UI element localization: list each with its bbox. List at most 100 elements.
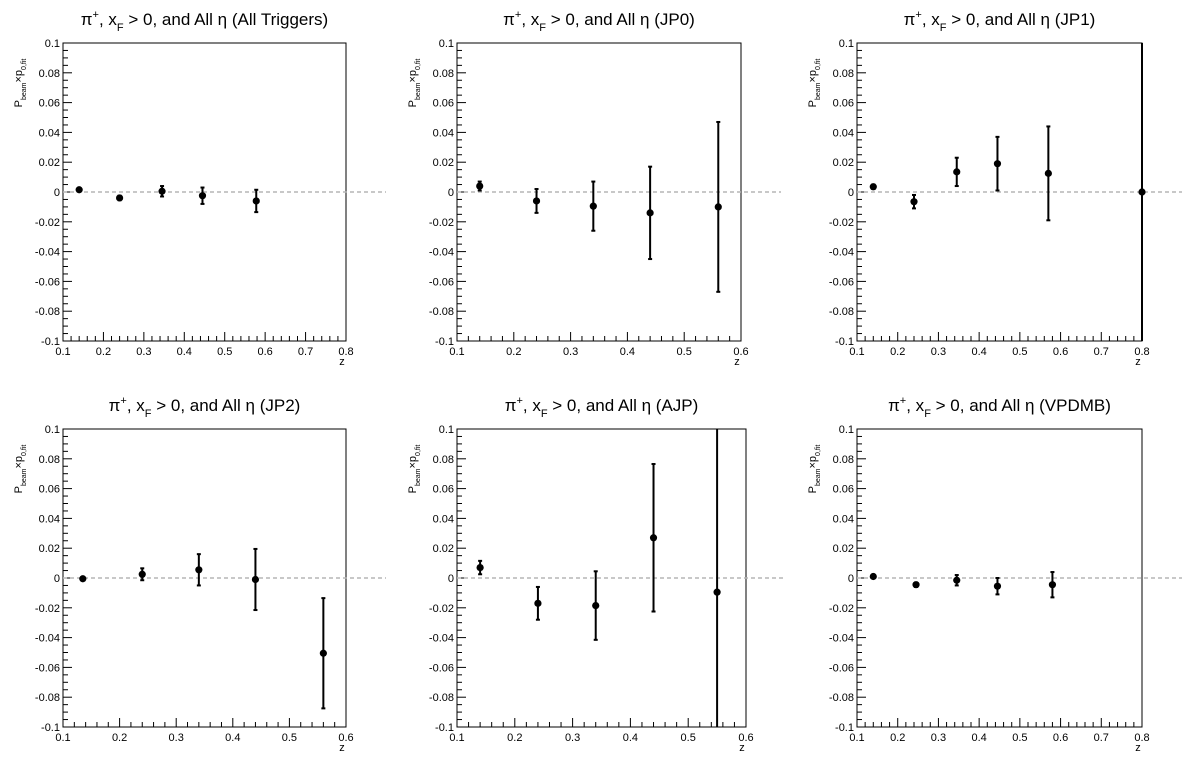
y-tick-label: 0.1 [439,424,454,436]
title-mid: , x [922,10,940,29]
x-axis-label: z [734,356,740,368]
y-tick-label: -0.1 [835,336,854,348]
title-prefix: π [109,396,121,415]
y-axis-label: Pbeam×p0,fit [807,445,822,494]
ylabel-main: P [13,100,25,107]
y-tick-label: 0.06 [833,484,854,496]
y-tick-label: 0.08 [833,68,854,80]
ylabel-times-p: ×p [13,70,25,83]
ylabel-times-p: ×p [407,70,419,83]
ylabel-sub-beam: beam [21,468,28,486]
ylabel-times-p: ×p [807,70,819,83]
y-tick-label: 0.02 [433,543,454,555]
data-point [1048,581,1057,589]
x-tick-label: 0.4 [177,346,192,358]
y-tick-label: -0.1 [835,722,854,734]
chart-title: π+, xF > 0, and All η (All Triggers) [81,9,328,34]
y-tick-label: -0.04 [35,247,60,259]
y-axis-label: Pbeam×p0,fit [13,445,28,494]
title-prefix: π [503,10,515,29]
y-tick-label: 0.1 [439,38,454,50]
ylabel-main: P [807,486,819,493]
y-tick-label: -0.06 [35,276,60,288]
data-point [993,160,1002,168]
x-tick-label: 0.5 [681,732,696,744]
data-point [646,209,654,217]
y-tick-label: 0 [54,573,60,585]
data-point [993,582,1002,590]
ylabel-times-p: ×p [407,456,419,469]
ylabel-sub-fit: 0,fit [815,59,822,70]
panel-6: π+, xF > 0, and All η (VPDMB) -0.1 -0.08 -0… [807,395,1182,754]
y-tick-label: -0.02 [35,217,60,229]
y-tick-label: -0.1 [435,722,454,734]
x-tick-label: 0.5 [1012,732,1027,744]
y-tick-label: -0.04 [35,633,60,645]
y-tick-label: 0.02 [833,543,854,555]
y-tick-label: -0.06 [829,276,854,288]
x-axis-label: z [339,742,345,754]
panel-5: π+, xF > 0, and All η (AJP) -0.1 -0.08 -0.0… [407,395,786,754]
data-point [116,194,124,202]
y-tick-label: -0.06 [829,662,854,674]
ylabel-times-p: ×p [807,456,819,469]
chart-title: π+, xF > 0, and All η (VPDMB) [888,395,1111,420]
y-tick-label: 0 [54,187,60,199]
x-tick-label: 0.5 [677,346,692,358]
y-tick-label: -0.08 [429,692,454,704]
chart-title: π+, xF > 0, and All η (JP0) [503,9,695,34]
y-tick-label: -0.08 [35,306,60,318]
y-tick-label: -0.02 [829,603,854,615]
title-superscript: + [120,395,126,407]
y-axis-label: Pbeam×p0,fit [407,445,422,494]
data-point [75,186,83,194]
data-point [319,649,327,657]
title-subscript: F [145,408,152,420]
x-tick-label: 0.6 [738,732,753,744]
data-point [912,581,920,589]
ylabel-sub-beam: beam [815,468,822,486]
x-tick-label: 0.7 [298,346,313,358]
title-suffix: > 0, and All η (JP1) [947,10,1096,29]
x-tick-label: 0.6 [1053,732,1068,744]
y-tick-label: 0.06 [39,484,60,496]
x-tick-label: 0.2 [507,732,522,744]
x-tick-label: 0.5 [1012,346,1027,358]
x-tick-label: 0.8 [1134,732,1149,744]
x-axis-label: z [1135,356,1141,368]
x-tick-label: 0.4 [225,732,240,744]
title-mid: , x [906,396,924,415]
data-point [476,563,484,572]
title-subscript: F [539,22,546,34]
data-point [1044,169,1052,177]
x-tick-label: 0.8 [1134,346,1149,358]
title-superscript: + [915,9,921,21]
ylabel-times-p: ×p [13,456,25,469]
title-suffix: > 0, and All η (JP0) [546,10,695,29]
x-tick-label: 0.8 [338,346,353,358]
y-axis-label: Pbeam×p0,fit [807,59,822,108]
data-point [138,570,146,578]
y-axis-label: Pbeam×p0,fit [13,59,28,108]
x-tick-label: 0.3 [565,732,580,744]
data-point [869,183,877,191]
ylabel-main: P [13,486,25,493]
y-tick-label: -0.04 [829,247,854,259]
x-tick-label: 0.6 [733,346,748,358]
title-suffix: > 0, and All η (JP2) [152,396,301,415]
x-tick-label: 0.1 [449,346,464,358]
x-tick-label: 0.3 [931,346,946,358]
y-tick-label: 0.1 [839,424,854,436]
data-point [252,197,260,205]
x-tick-label: 0.1 [449,732,464,744]
y-tick-label: 0.1 [839,38,854,50]
y-tick-label: 0.02 [39,157,60,169]
y-tick-label: -0.04 [429,633,454,645]
data-point [79,575,87,583]
data-point [532,197,541,205]
y-tick-label: -0.1 [41,722,60,734]
ylabel-sub-beam: beam [21,82,28,100]
y-tick-label: -0.1 [435,336,454,348]
data-point [869,572,877,581]
ylabel-sub-fit: 0,fit [21,59,28,70]
